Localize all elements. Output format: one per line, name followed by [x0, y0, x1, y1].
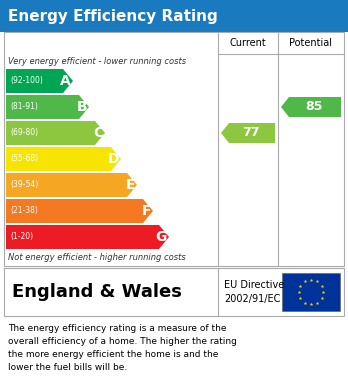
- Text: Not energy efficient - higher running costs: Not energy efficient - higher running co…: [8, 253, 186, 262]
- Polygon shape: [6, 147, 121, 171]
- Text: G: G: [156, 230, 167, 244]
- Text: 85: 85: [305, 100, 323, 113]
- Text: C: C: [93, 126, 103, 140]
- Polygon shape: [281, 97, 341, 117]
- Text: A: A: [60, 74, 71, 88]
- Text: 77: 77: [242, 127, 260, 140]
- Text: England & Wales: England & Wales: [12, 283, 182, 301]
- Polygon shape: [221, 123, 275, 143]
- Text: The energy efficiency rating is a measure of the
overall efficiency of a home. T: The energy efficiency rating is a measur…: [8, 324, 237, 371]
- Text: Very energy efficient - lower running costs: Very energy efficient - lower running co…: [8, 57, 186, 66]
- Text: Current: Current: [230, 38, 266, 48]
- Polygon shape: [6, 95, 89, 119]
- Text: D: D: [108, 152, 119, 166]
- Polygon shape: [6, 173, 137, 197]
- Text: (1-20): (1-20): [10, 233, 33, 242]
- Text: (69-80): (69-80): [10, 129, 38, 138]
- Text: Potential: Potential: [290, 38, 332, 48]
- Text: F: F: [142, 204, 151, 218]
- Bar: [4, 268, 344, 316]
- Text: (81-91): (81-91): [10, 102, 38, 111]
- Text: E: E: [126, 178, 135, 192]
- Text: Energy Efficiency Rating: Energy Efficiency Rating: [8, 9, 218, 23]
- Polygon shape: [6, 121, 105, 145]
- Bar: [282, 273, 340, 311]
- Polygon shape: [6, 225, 169, 249]
- Text: EU Directive: EU Directive: [224, 280, 284, 290]
- Text: 2002/91/EC: 2002/91/EC: [224, 294, 280, 304]
- Polygon shape: [6, 199, 153, 223]
- Bar: [4, 32, 344, 266]
- Text: (55-68): (55-68): [10, 154, 38, 163]
- Bar: [0, 0, 348, 32]
- Text: (39-54): (39-54): [10, 181, 38, 190]
- Polygon shape: [6, 69, 73, 93]
- Text: (21-38): (21-38): [10, 206, 38, 215]
- Text: B: B: [76, 100, 87, 114]
- Text: (92-100): (92-100): [10, 77, 43, 86]
